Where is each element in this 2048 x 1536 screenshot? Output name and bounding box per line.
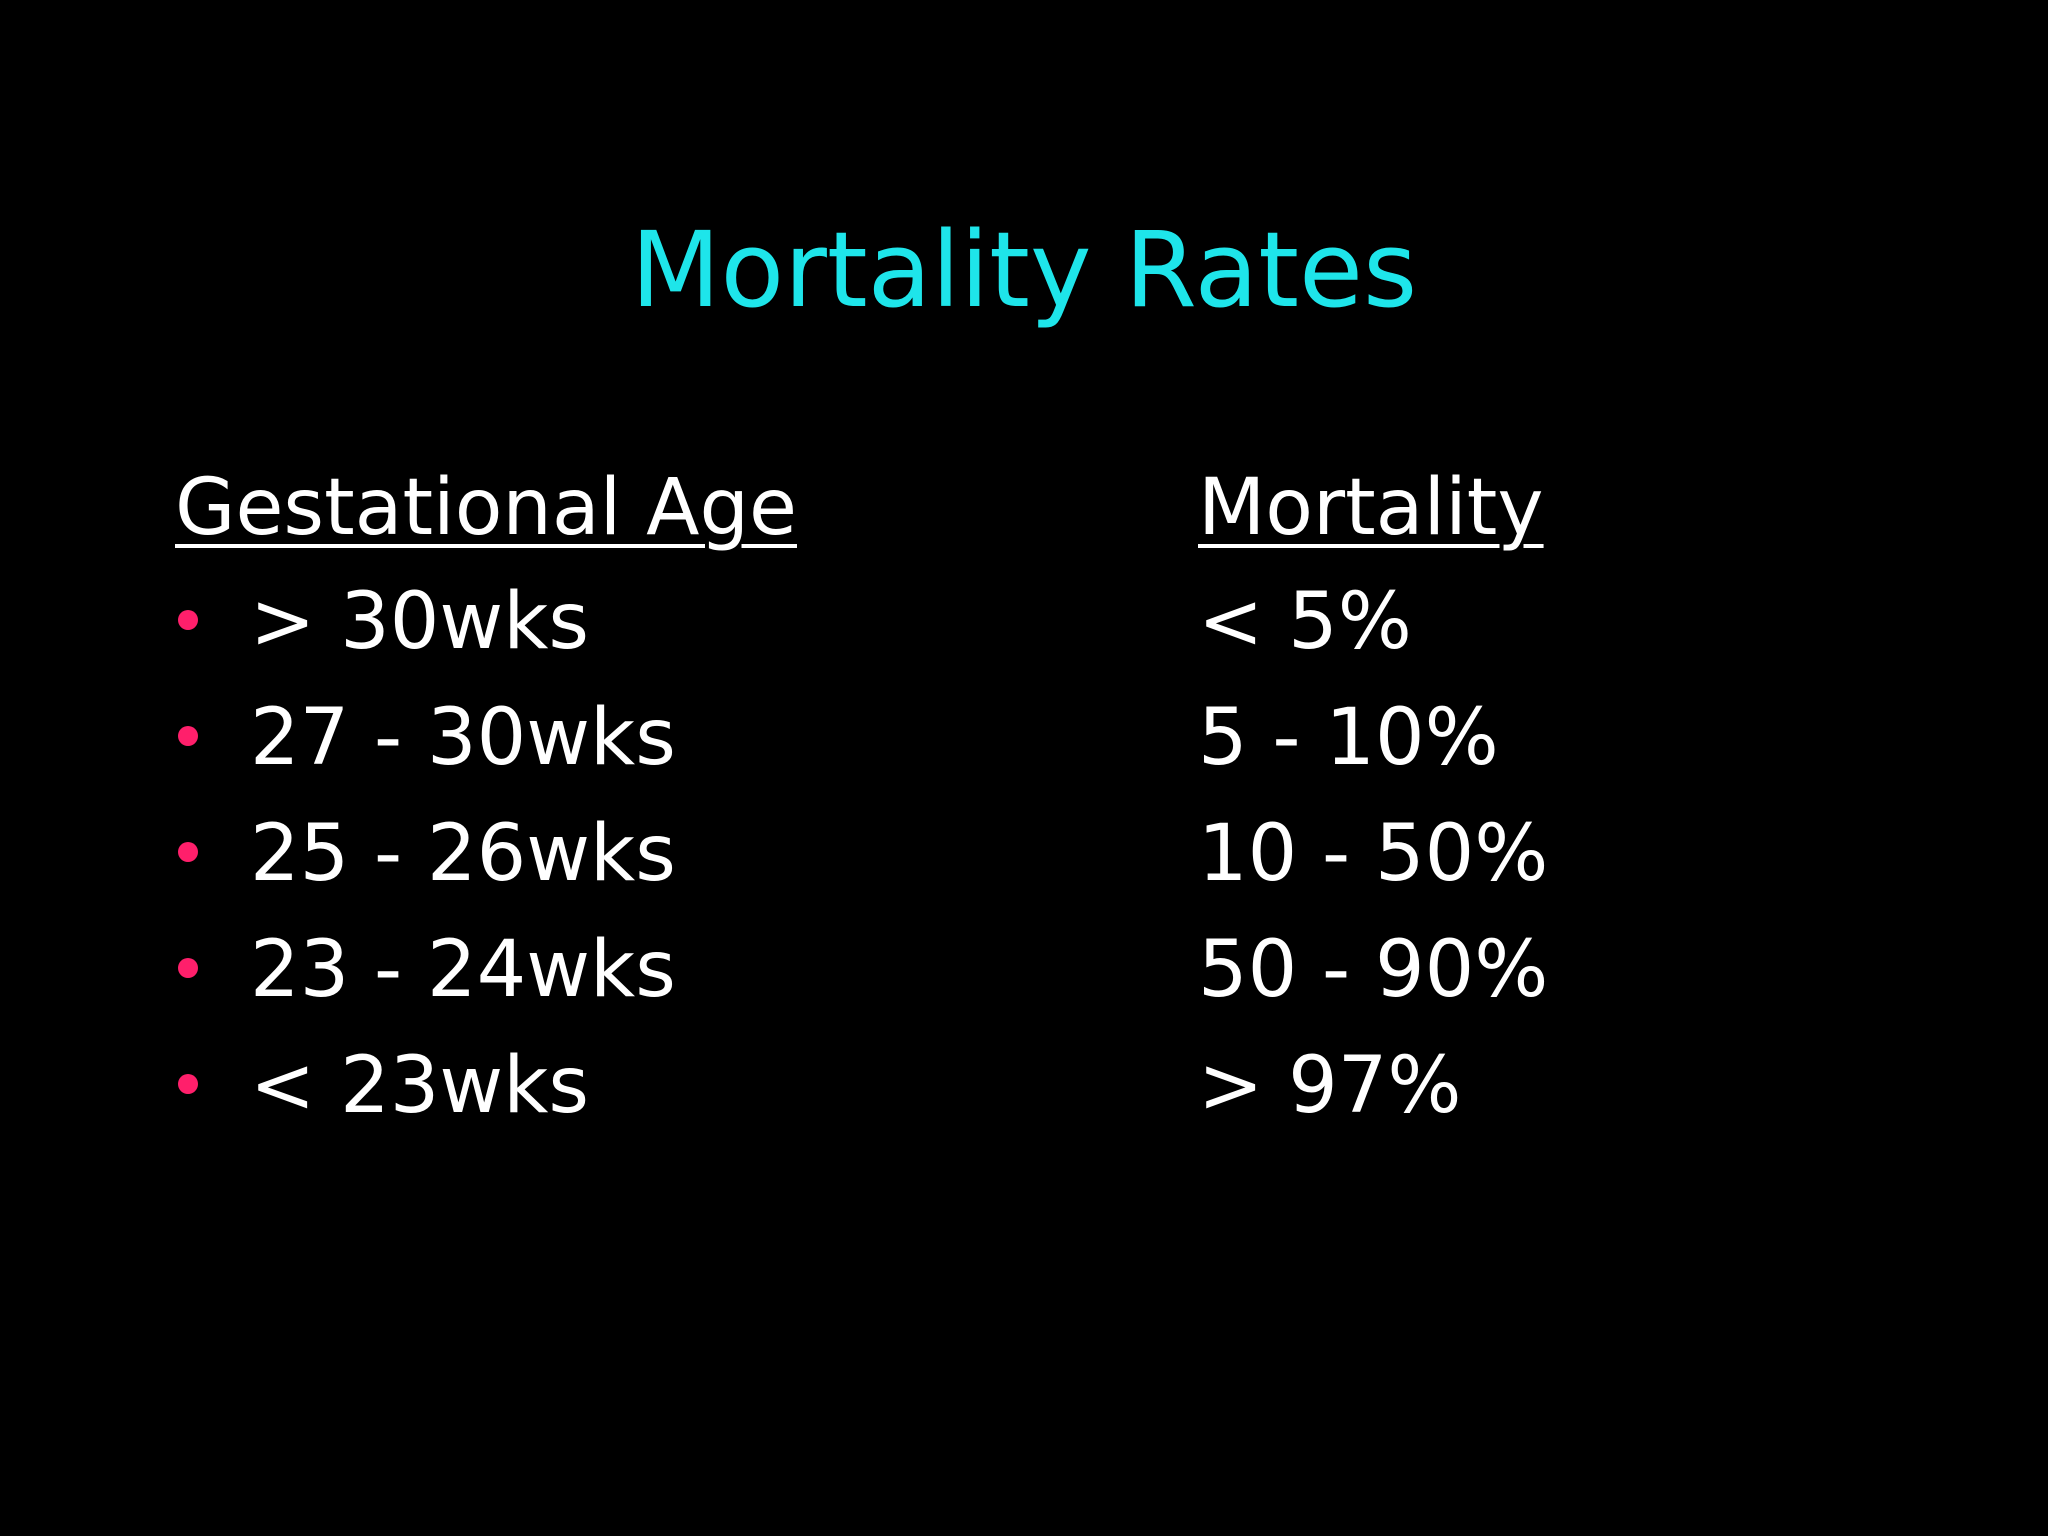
gestational-age-value: > 30wks: [250, 577, 590, 667]
bullet-icon: [178, 1074, 198, 1094]
mortality-value: 50 - 90%: [1198, 925, 1549, 1015]
table-row: < 23wks > 97%: [0, 1028, 2048, 1144]
table-row: 23 - 24wks 50 - 90%: [0, 912, 2048, 1028]
column-header-mortality: Mortality: [1198, 463, 1544, 553]
table-row: 27 - 30wks 5 - 10%: [0, 680, 2048, 796]
bullet-icon: [178, 958, 198, 978]
slide-title: Mortality Rates: [630, 209, 1418, 331]
column-header-gestational-age: Gestational Age: [175, 463, 797, 553]
table-row: > 30wks < 5%: [0, 564, 2048, 680]
mortality-value: 10 - 50%: [1198, 809, 1549, 899]
mortality-value: < 5%: [1198, 577, 1412, 667]
bullet-icon: [178, 726, 198, 746]
bullet-icon: [178, 610, 198, 630]
gestational-age-value: 25 - 26wks: [250, 809, 676, 899]
gestational-age-value: 23 - 24wks: [250, 925, 676, 1015]
bullet-icon: [178, 842, 198, 862]
gestational-age-value: < 23wks: [250, 1041, 590, 1131]
gestational-age-value: 27 - 30wks: [250, 693, 676, 783]
mortality-value: 5 - 10%: [1198, 693, 1499, 783]
table-row: 25 - 26wks 10 - 50%: [0, 796, 2048, 912]
mortality-value: > 97%: [1198, 1041, 1462, 1131]
